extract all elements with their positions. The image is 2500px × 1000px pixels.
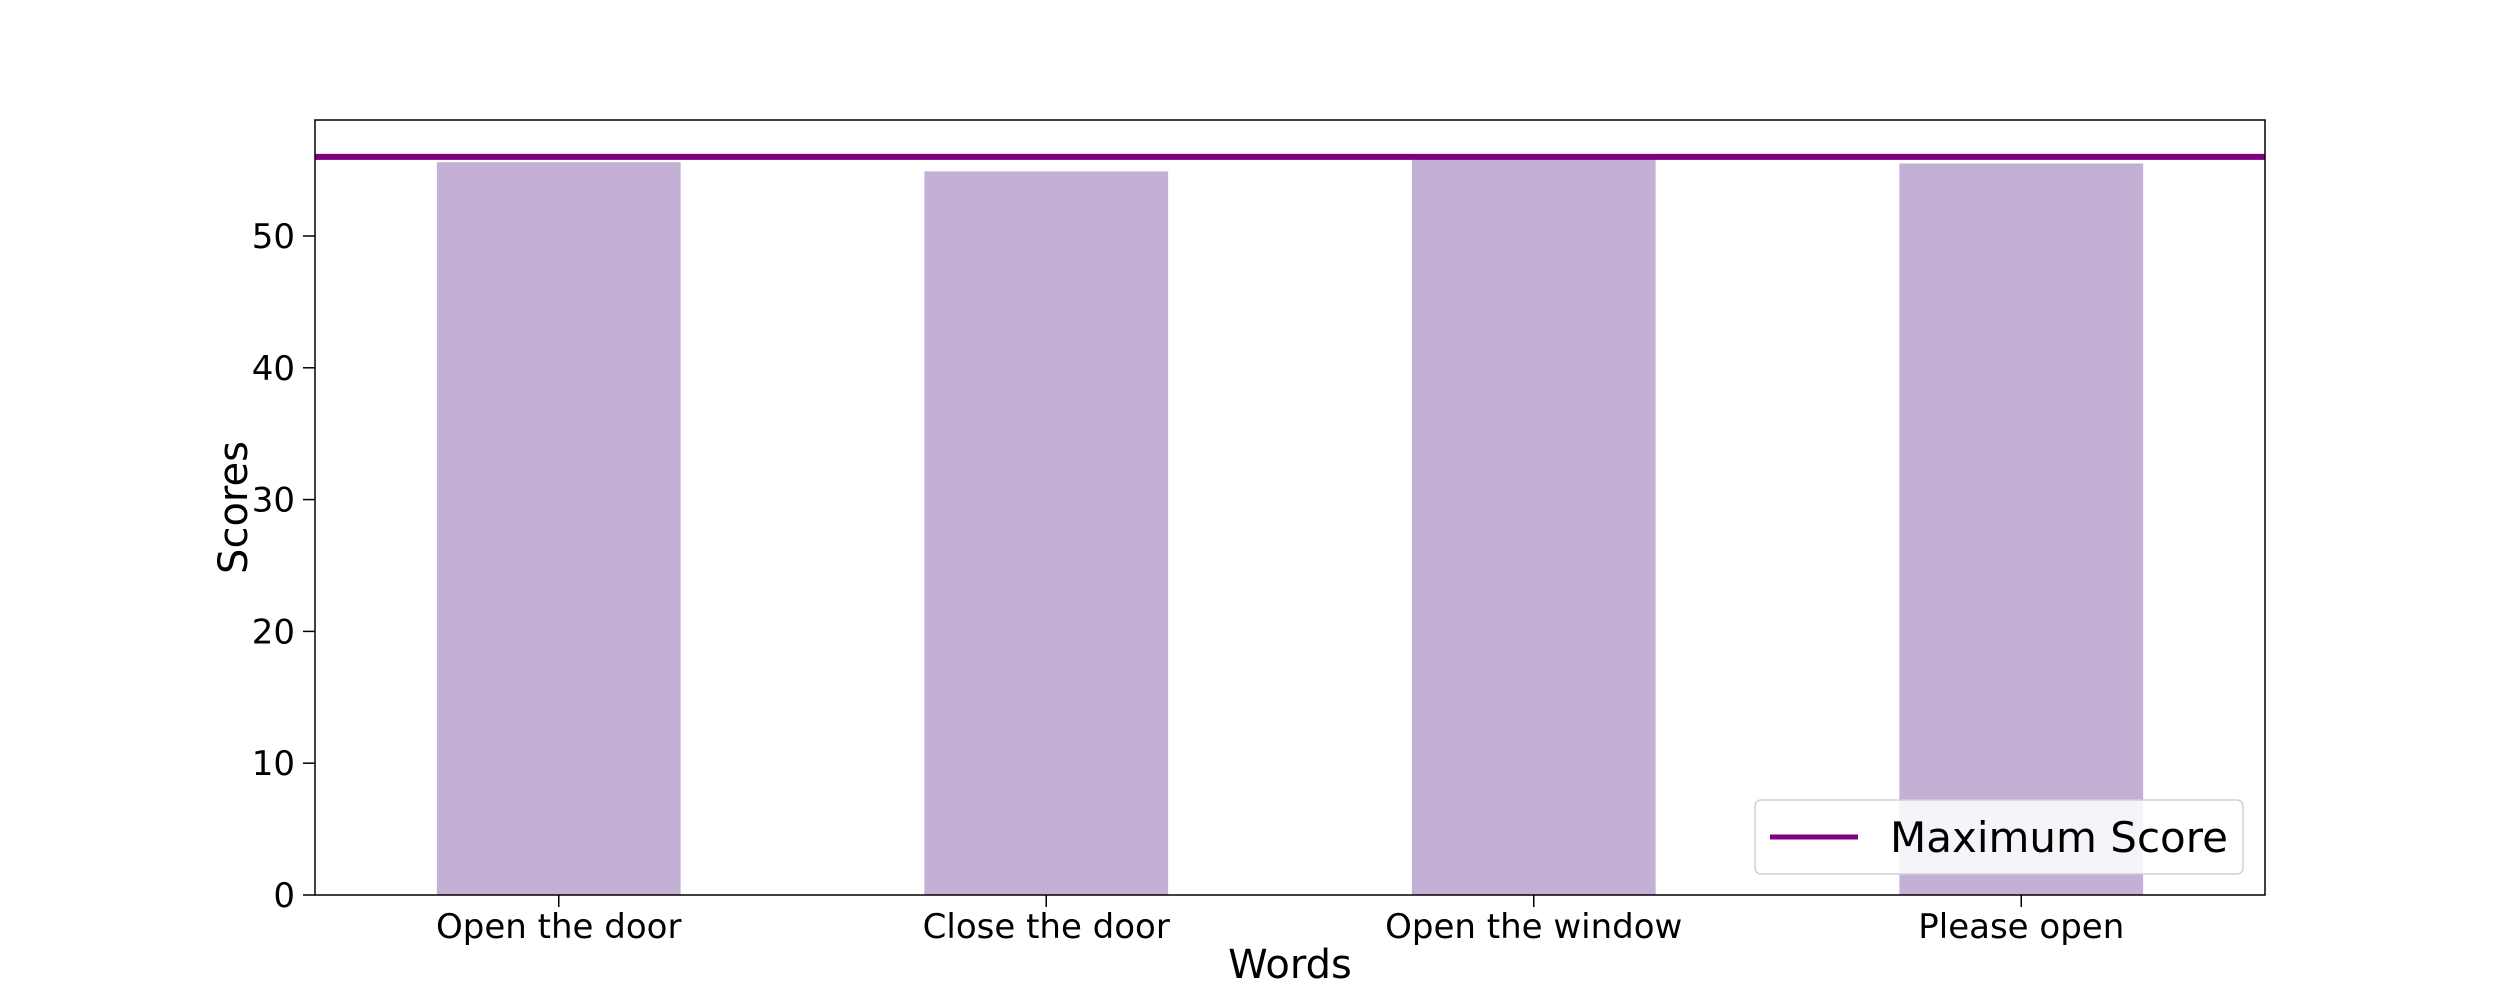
bar-3	[1899, 163, 2144, 896]
bar-1	[924, 171, 1169, 895]
y-tick-label: 30	[252, 481, 295, 521]
y-tick-label: 50	[252, 217, 295, 257]
y-tick-label: 40	[252, 349, 295, 389]
x-tick-label: Open the window	[1385, 907, 1682, 947]
legend: Maximum Score	[1754, 799, 2244, 875]
y-tick-label: 10	[252, 744, 295, 784]
x-tick-label: Open the door	[436, 907, 681, 947]
bar-2	[1411, 159, 1656, 895]
bars	[436, 159, 2144, 896]
plot-frame	[314, 119, 2266, 896]
y-tick-label: 0	[273, 876, 295, 916]
bar-0	[436, 162, 681, 895]
y-axis: 0 10 20 30 40 50	[252, 217, 315, 916]
legend-label-maximum-score: Maximum Score	[1890, 813, 2228, 862]
legend-box	[1754, 799, 2244, 875]
x-tick-label: Please open	[1918, 907, 2124, 947]
x-axis: Open the door Close the door Open the wind…	[436, 895, 2124, 947]
y-axis-label: Scores	[211, 441, 257, 574]
x-tick-label: Close the door	[923, 907, 1170, 947]
y-tick-label: 20	[252, 612, 295, 652]
x-axis-label: Words	[1228, 942, 1352, 988]
